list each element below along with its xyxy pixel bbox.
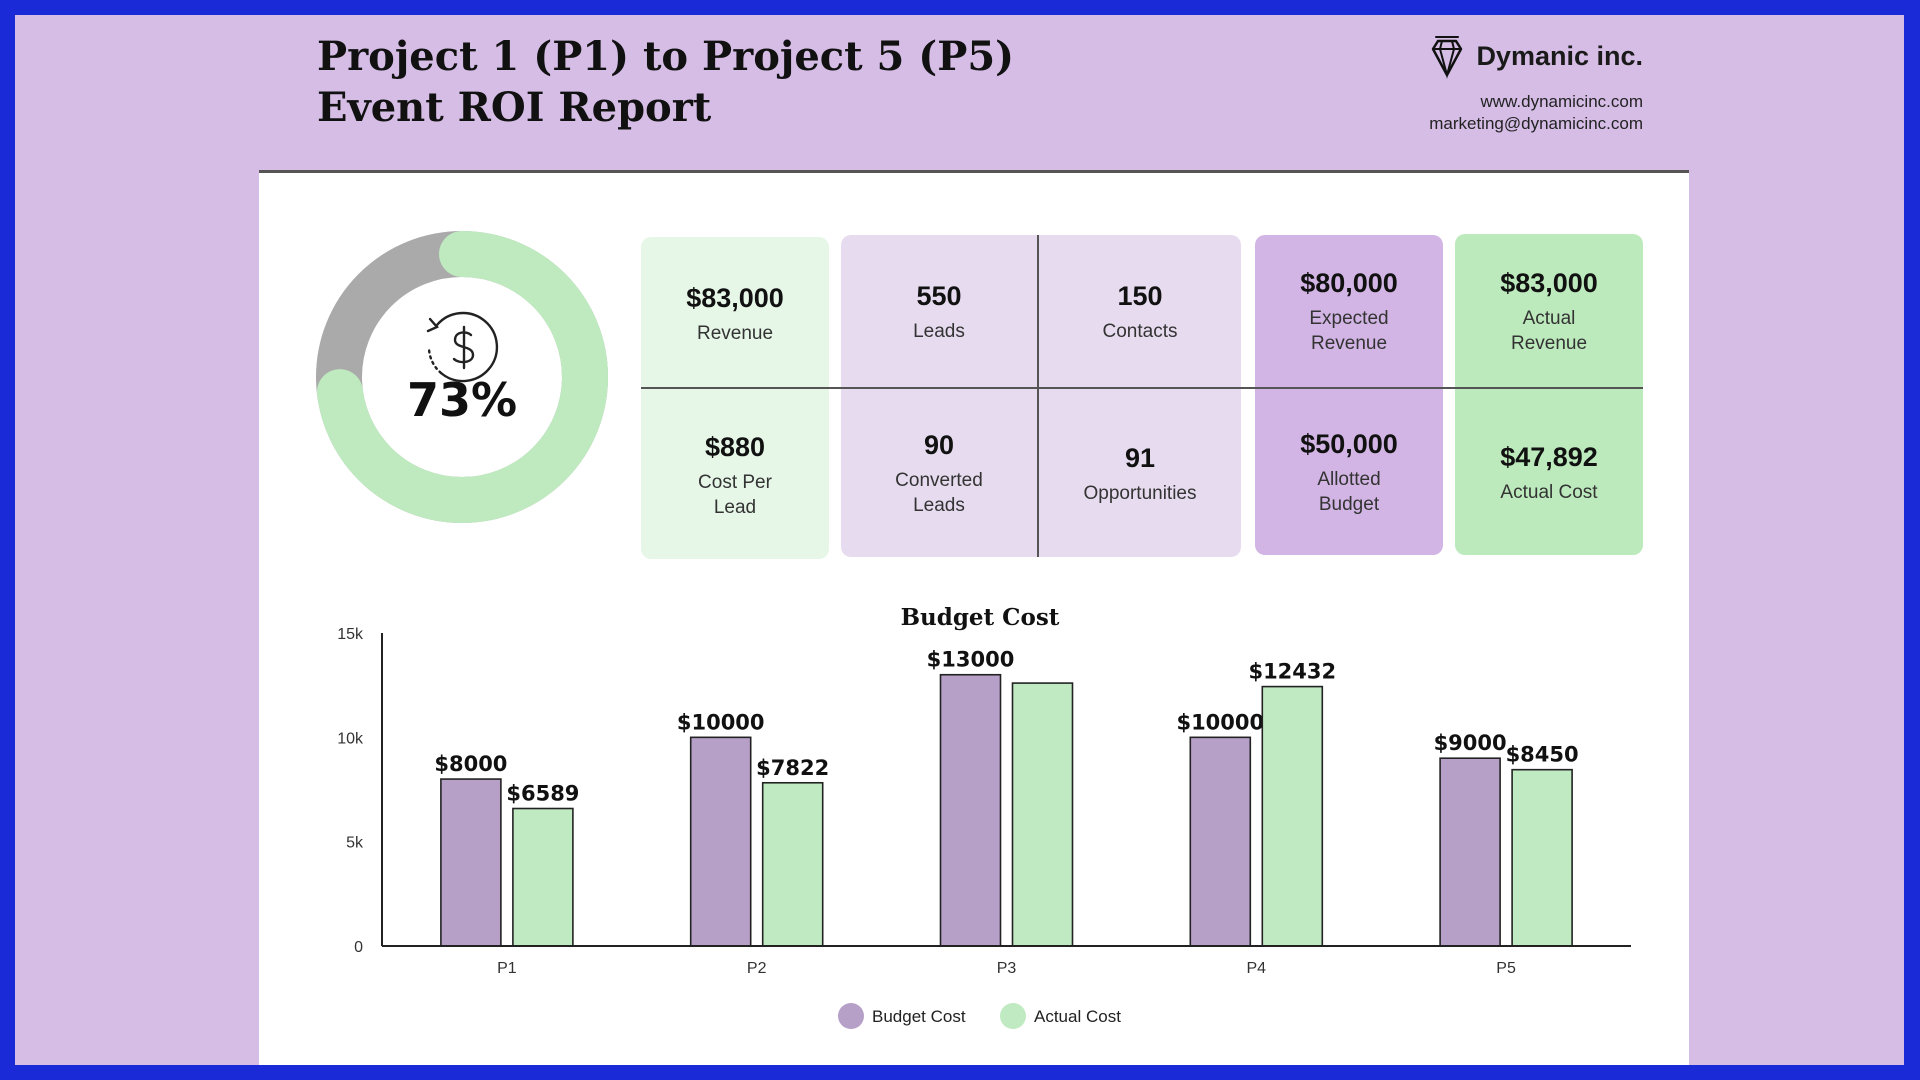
actual-revenue-tile: $83,000 Actual Revenue: [1455, 234, 1643, 387]
converted-leads-tile: 90 Converted Leads: [841, 389, 1037, 557]
actual-revenue-value: $83,000: [1500, 267, 1598, 298]
bar-actual-p2: [761, 781, 824, 947]
budget-cost-chart: Budget Cost 0 5k 10k 15k $8000 $6589 P1 $10000 $7…: [337, 604, 1631, 1029]
expected-revenue-tile: $80,000 Expected Revenue: [1255, 235, 1443, 387]
bar-actual-p5: [1511, 768, 1573, 947]
y-tick-label: 0: [354, 939, 363, 956]
refresh-dollar-icon: [426, 311, 499, 383]
leads-card: [841, 235, 1241, 557]
leads-value: 550: [916, 280, 962, 311]
tiles-divider-vertical: [1037, 235, 1039, 557]
actual-revenue-label: Actual Revenue: [1510, 307, 1588, 354]
bar-budget-p1: [440, 778, 502, 947]
data-label: $9000: [1434, 731, 1507, 755]
y-tick-label: 5k: [346, 835, 364, 852]
x-tick-label: P4: [1247, 960, 1267, 977]
cost-per-lead-label: Cost Per Lead: [698, 472, 772, 518]
contacts-value: 150: [1117, 280, 1163, 311]
bar-actual-p4: [1261, 685, 1324, 947]
revenue-tile: $83,000 Revenue: [641, 237, 829, 389]
data-label: $10000: [1176, 710, 1264, 734]
revenue-cost-card: [641, 237, 829, 559]
brand-name: Dymanic inc.: [1476, 40, 1643, 71]
leads-tile: 550 Leads: [841, 235, 1037, 387]
actual-cost-label: Actual Cost: [1500, 481, 1598, 503]
converted-leads-label: Converted Leads: [895, 470, 983, 516]
actual-cost-value: $47,892: [1500, 441, 1598, 472]
actual-cost-tile: $47,892 Actual Cost: [1455, 389, 1643, 555]
revenue-label: Revenue: [696, 322, 774, 344]
roi-percent: 73%: [407, 373, 517, 427]
budget-card: [1255, 235, 1443, 555]
data-label: $10000: [677, 710, 765, 734]
x-tick-label: P3: [997, 960, 1017, 977]
data-label: $12432: [1248, 660, 1336, 684]
data-label: $8450: [1506, 743, 1579, 767]
x-tick-label: P1: [497, 960, 517, 977]
bar-budget-p5: [1439, 757, 1501, 947]
cost-per-lead-tile: $880 Cost Per Lead: [641, 391, 829, 559]
page-background: Project 1 (P1) to Project 5 (P5) Event R…: [15, 15, 1904, 1065]
bar-actual-p1: [512, 807, 574, 947]
tiles-divider-horizontal: [641, 387, 1643, 389]
page-title: Project 1 (P1) to Project 5 (P5) Event R…: [317, 31, 1014, 133]
bar-budget-p2: [689, 736, 752, 947]
title-line-1: Project 1 (P1) to Project 5 (P5): [317, 33, 1015, 80]
expected-revenue-label: Expected Revenue: [1309, 308, 1389, 354]
bar-budget-p4: [1189, 736, 1252, 947]
legend-swatch-actual: [1000, 1003, 1026, 1029]
revenue-value: $83,000: [686, 282, 784, 313]
cost-per-lead-value: $880: [704, 432, 766, 462]
email-link[interactable]: marketing@dynamicinc.com: [1429, 114, 1643, 133]
bar-actual-p3: [1011, 682, 1074, 947]
title-line-2: Event ROI Report: [317, 84, 712, 131]
contacts-tile: 150 Contacts: [1039, 235, 1241, 387]
legend-swatch-budget: [838, 1003, 864, 1029]
opportunities-label: Opportunities: [1083, 482, 1197, 504]
data-label: $13000: [927, 648, 1015, 672]
bar-budget-p3: [939, 673, 1002, 947]
x-tick-label: P2: [747, 960, 767, 977]
brand-block: Dymanic inc. www.dynamicinc.com marketin…: [1429, 33, 1643, 135]
actual-card: [1455, 234, 1643, 555]
report-header: Project 1 (P1) to Project 5 (P5) Event R…: [259, 15, 1689, 173]
opportunities-value: 91: [1124, 442, 1156, 473]
allotted-budget-label: Allotted Budget: [1317, 469, 1381, 515]
report-page: Project 1 (P1) to Project 5 (P5) Event R…: [259, 15, 1689, 1065]
legend-label-actual: Actual Cost: [1034, 1007, 1121, 1026]
leads-label: Leads: [913, 320, 965, 342]
converted-leads-value: 90: [923, 430, 955, 460]
chart-title: Budget Cost: [901, 604, 1060, 631]
data-label: $6589: [506, 782, 579, 806]
y-tick-label: 15k: [337, 626, 364, 643]
x-tick-label: P5: [1496, 960, 1516, 977]
expected-revenue-value: $80,000: [1300, 268, 1398, 298]
y-tick-label: 10k: [337, 730, 364, 747]
allotted-budget-value: $50,000: [1300, 429, 1398, 459]
allotted-budget-tile: $50,000 Allotted Budget: [1255, 389, 1443, 555]
crystal-gem-icon: [1432, 36, 1463, 79]
roi-donut: 73%: [316, 231, 608, 523]
data-label: $7822: [756, 756, 829, 780]
donut-fill: [316, 231, 608, 523]
contacts-label: Contacts: [1102, 320, 1178, 342]
opportunities-tile: 91 Opportunities: [1039, 389, 1241, 557]
data-label: $8000: [434, 752, 507, 776]
legend-label-budget: Budget Cost: [872, 1007, 966, 1026]
website-link[interactable]: www.dynamicinc.com: [1480, 92, 1644, 111]
